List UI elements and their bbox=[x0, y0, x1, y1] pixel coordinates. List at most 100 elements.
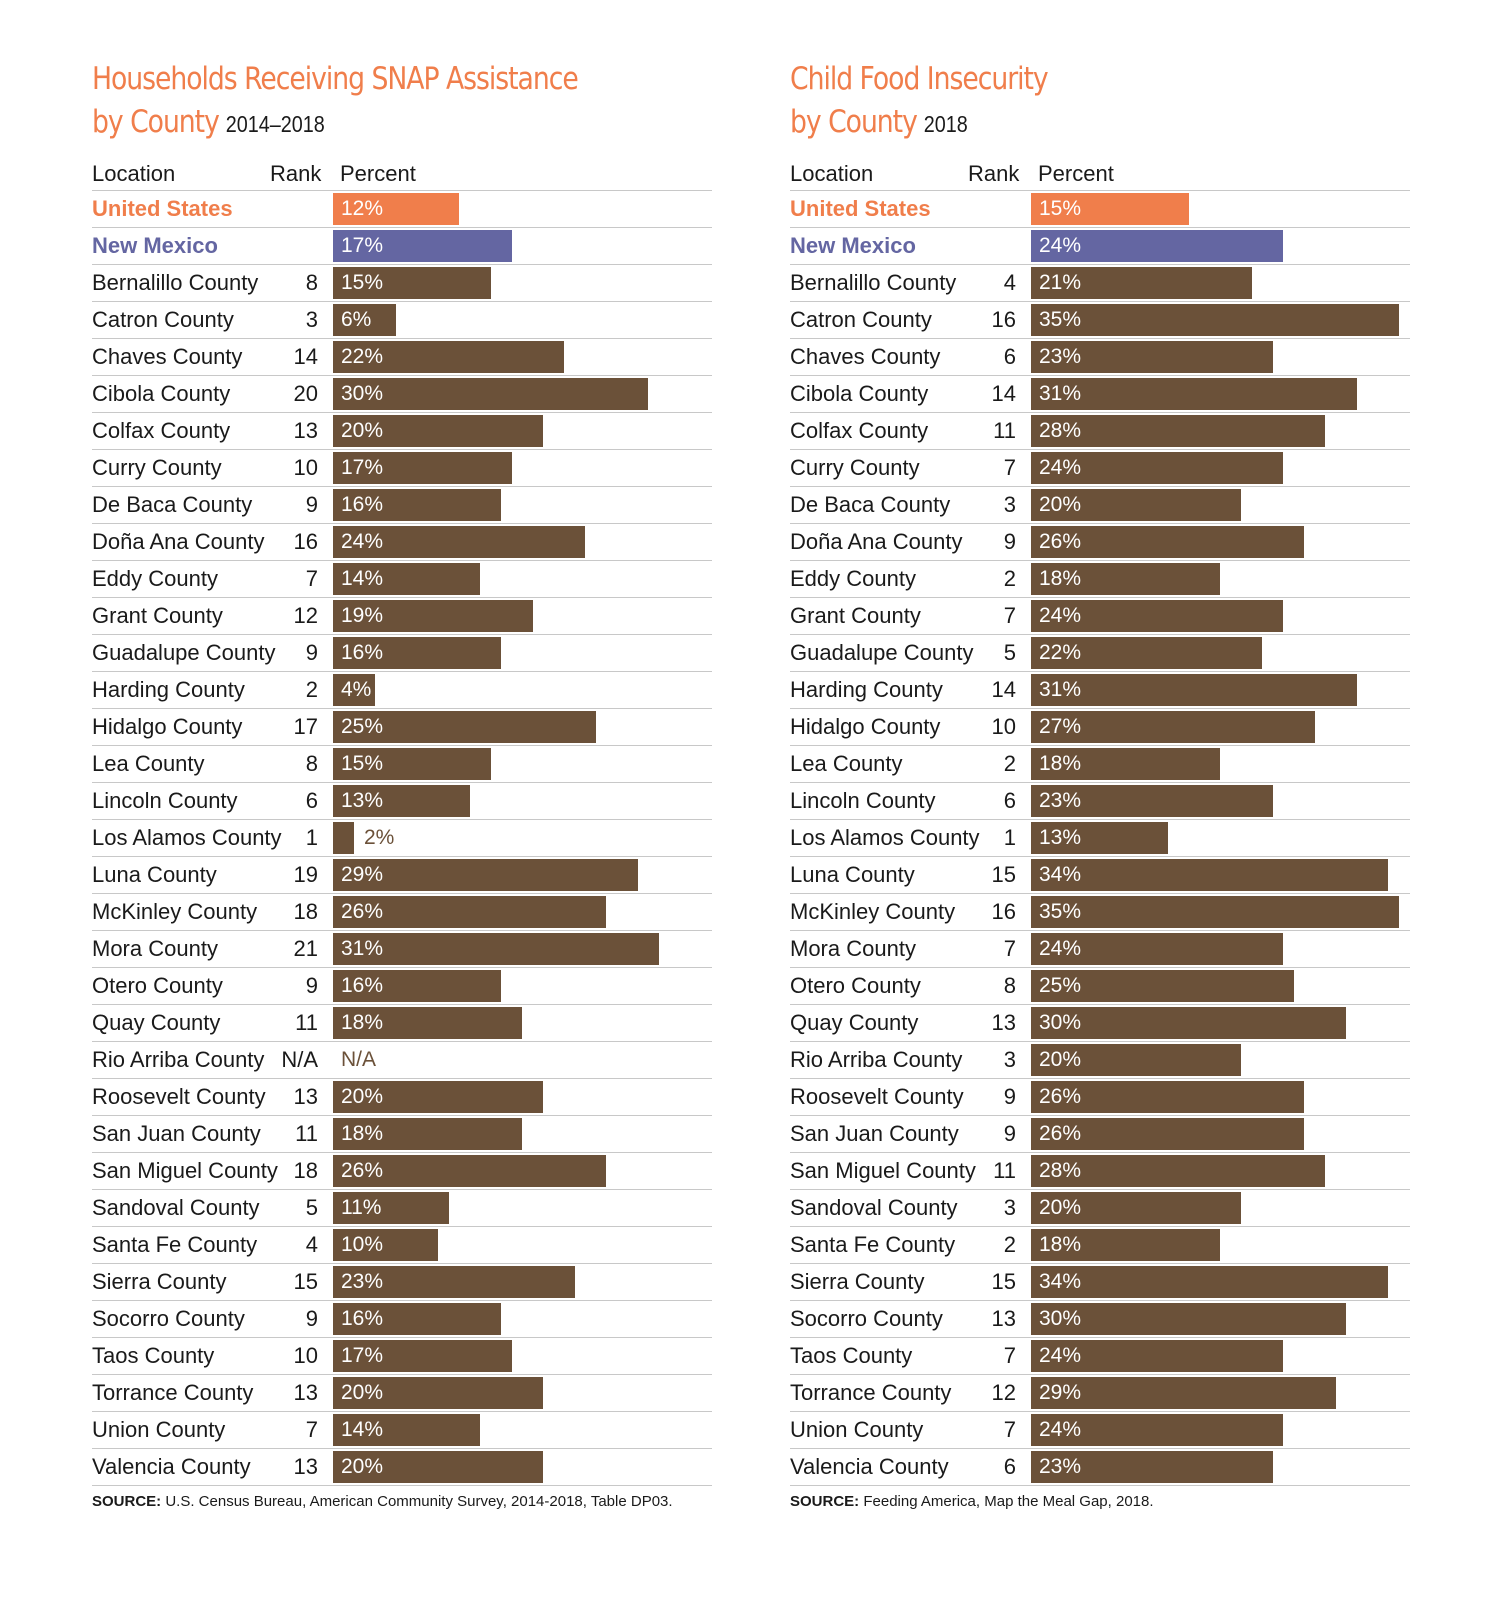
rank-value: 16 bbox=[293, 529, 318, 554]
chart-title-line-2: by County 2014–2018 bbox=[92, 104, 325, 140]
percent-label: 26% bbox=[1039, 1122, 1082, 1145]
percent-label: N/A bbox=[341, 1048, 377, 1071]
source-note: SOURCE: Feeding America, Map the Meal Ga… bbox=[790, 1493, 1154, 1510]
rank-value: 18 bbox=[293, 899, 318, 924]
location-label: Hidalgo County bbox=[92, 714, 243, 739]
table-row: Quay County 13 30% bbox=[790, 1005, 1410, 1042]
bar bbox=[1031, 1340, 1283, 1372]
bar bbox=[333, 415, 543, 447]
column-header-rank: Rank bbox=[968, 161, 1020, 186]
bar bbox=[333, 341, 564, 373]
table-row: Santa Fe County 4 10% bbox=[92, 1227, 712, 1264]
bar bbox=[1031, 896, 1399, 928]
bar bbox=[1031, 1377, 1336, 1409]
location-label: Guadalupe County bbox=[92, 640, 276, 665]
location-label: Torrance County bbox=[790, 1380, 952, 1405]
rank-value: 2 bbox=[1003, 566, 1016, 591]
bar bbox=[1031, 1303, 1346, 1335]
rank-value: 15 bbox=[991, 1269, 1016, 1294]
percent-label: 23% bbox=[1039, 1455, 1082, 1478]
percent-label: 23% bbox=[341, 1270, 384, 1293]
rank-value: 13 bbox=[293, 418, 318, 443]
location-label: Otero County bbox=[790, 973, 921, 998]
location-label: Taos County bbox=[790, 1343, 913, 1368]
bar bbox=[1031, 378, 1357, 410]
percent-label: 13% bbox=[1039, 826, 1082, 849]
bar bbox=[333, 933, 659, 965]
location-label: New Mexico bbox=[790, 233, 916, 258]
table-row: San Miguel County 18 26% bbox=[92, 1153, 712, 1190]
rank-value: 11 bbox=[295, 1121, 318, 1146]
rank-value: 7 bbox=[305, 1417, 318, 1442]
location-label: Lincoln County bbox=[790, 788, 936, 813]
table-row: Torrance County 12 29% bbox=[790, 1375, 1410, 1412]
percent-label: 28% bbox=[1039, 419, 1082, 442]
location-label: New Mexico bbox=[92, 233, 218, 258]
table-row: New Mexico 24% bbox=[790, 228, 1410, 265]
table-row: United States 12% bbox=[92, 191, 712, 228]
location-label: McKinley County bbox=[790, 899, 956, 924]
location-label: Luna County bbox=[92, 862, 217, 887]
rank-value: 6 bbox=[1003, 344, 1016, 369]
table-row: Harding County 2 4% bbox=[92, 672, 712, 709]
percent-label: 20% bbox=[341, 419, 384, 442]
rank-value: 6 bbox=[1003, 1454, 1016, 1479]
chart-title-line-1: Child Food Insecurity bbox=[790, 61, 1049, 97]
percent-label: 17% bbox=[341, 1344, 384, 1367]
rank-value: 1 bbox=[1003, 825, 1016, 850]
bar bbox=[1031, 193, 1189, 225]
location-label: Valencia County bbox=[92, 1454, 251, 1479]
bar bbox=[1031, 230, 1283, 262]
bar bbox=[333, 230, 512, 262]
rank-value: 14 bbox=[293, 344, 318, 369]
table-row: Otero County 9 16% bbox=[92, 968, 712, 1005]
location-label: Los Alamos County bbox=[92, 825, 282, 850]
bar bbox=[333, 1081, 543, 1113]
location-label: Grant County bbox=[790, 603, 921, 628]
source-label: SOURCE: bbox=[790, 1493, 860, 1510]
location-label: De Baca County bbox=[790, 492, 951, 517]
rank-value: 9 bbox=[1003, 1084, 1016, 1109]
bar bbox=[1031, 637, 1262, 669]
table-row: Sierra County 15 23% bbox=[92, 1264, 712, 1301]
bar bbox=[333, 267, 491, 299]
rank-value: 7 bbox=[1003, 936, 1016, 961]
bar bbox=[1031, 1118, 1304, 1150]
percent-label: 30% bbox=[1039, 1307, 1082, 1330]
percent-label: 26% bbox=[341, 900, 384, 923]
percent-label: 6% bbox=[341, 308, 372, 331]
location-label: Eddy County bbox=[92, 566, 218, 591]
percent-label: 35% bbox=[1039, 900, 1082, 923]
location-label: Cibola County bbox=[92, 381, 231, 406]
location-label: Santa Fe County bbox=[790, 1232, 956, 1257]
percent-label: 18% bbox=[1039, 752, 1082, 775]
bar bbox=[333, 1007, 522, 1039]
rank-value: 9 bbox=[305, 492, 318, 517]
column-header-location: Location bbox=[92, 161, 176, 186]
table-row: Colfax County 11 28% bbox=[790, 413, 1410, 450]
percent-label: 20% bbox=[341, 1455, 384, 1478]
rank-value: 9 bbox=[305, 973, 318, 998]
location-label: Union County bbox=[92, 1417, 226, 1442]
rank-value: 10 bbox=[293, 455, 318, 480]
percent-label: 24% bbox=[1039, 937, 1082, 960]
rank-value: 21 bbox=[293, 936, 318, 961]
percent-label: 24% bbox=[1039, 604, 1082, 627]
percent-label: 16% bbox=[341, 1307, 384, 1330]
percent-label: 22% bbox=[1039, 641, 1082, 664]
table-row: Rio Arriba County N/A N/A bbox=[92, 1042, 712, 1079]
rank-value: 15 bbox=[991, 862, 1016, 887]
table-row: Sandoval County 3 20% bbox=[790, 1190, 1410, 1227]
location-label: United States bbox=[92, 196, 233, 221]
table-row: Mora County 7 24% bbox=[790, 931, 1410, 968]
bar bbox=[333, 1266, 575, 1298]
rank-value: 7 bbox=[1003, 455, 1016, 480]
rank-value: 3 bbox=[1003, 1047, 1016, 1072]
percent-label: 14% bbox=[341, 1418, 384, 1441]
percent-label: 16% bbox=[341, 641, 384, 664]
table-row: Lea County 8 15% bbox=[92, 746, 712, 783]
location-label: McKinley County bbox=[92, 899, 258, 924]
percent-label: 29% bbox=[341, 863, 384, 886]
percent-label: 17% bbox=[341, 234, 384, 257]
table-row: Quay County 11 18% bbox=[92, 1005, 712, 1042]
